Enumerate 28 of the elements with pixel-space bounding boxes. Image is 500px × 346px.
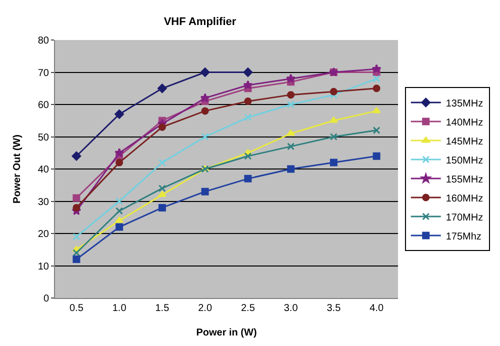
y-axis-title: Power Out (W)	[12, 134, 23, 204]
legend-label: 135MHz	[446, 98, 484, 110]
x-tick-label: 4.0	[370, 303, 384, 314]
legend-label: 145MHz	[446, 136, 484, 148]
legend-label: 170MHz	[446, 212, 484, 224]
y-tick-label: 60	[38, 100, 50, 111]
legend-label: 140MHz	[446, 117, 484, 128]
x-tick-label: 3.0	[284, 303, 298, 314]
x-axis-title: Power in (W)	[196, 328, 257, 338]
y-tick-label: 0	[43, 294, 50, 304]
y-tick-label: 30	[38, 196, 50, 208]
y-tick-label: 80	[38, 36, 50, 46]
legend-label: 160MHz	[446, 193, 484, 204]
x-tick-label: 0.5	[69, 303, 84, 314]
x-tick-label: 2.0	[198, 303, 212, 314]
legend-label: 155MHz	[446, 174, 484, 186]
y-tick-label: 10	[38, 261, 50, 272]
y-tick-label: 20	[38, 229, 50, 240]
x-tick-label: 1.5	[155, 303, 170, 314]
chart-title: VHF Amplifier	[164, 16, 237, 28]
x-tick-label: 3.5	[326, 303, 342, 314]
legend-label: 150MHz	[446, 155, 484, 166]
y-tick-label: 40	[38, 164, 50, 176]
x-tick-label: 2.5	[240, 303, 256, 314]
legend-label: 175Mhz	[446, 231, 482, 242]
y-tick-label: 70	[38, 68, 50, 79]
y-tick-label: 50	[38, 132, 50, 144]
x-tick-label: 1.0	[112, 303, 127, 314]
